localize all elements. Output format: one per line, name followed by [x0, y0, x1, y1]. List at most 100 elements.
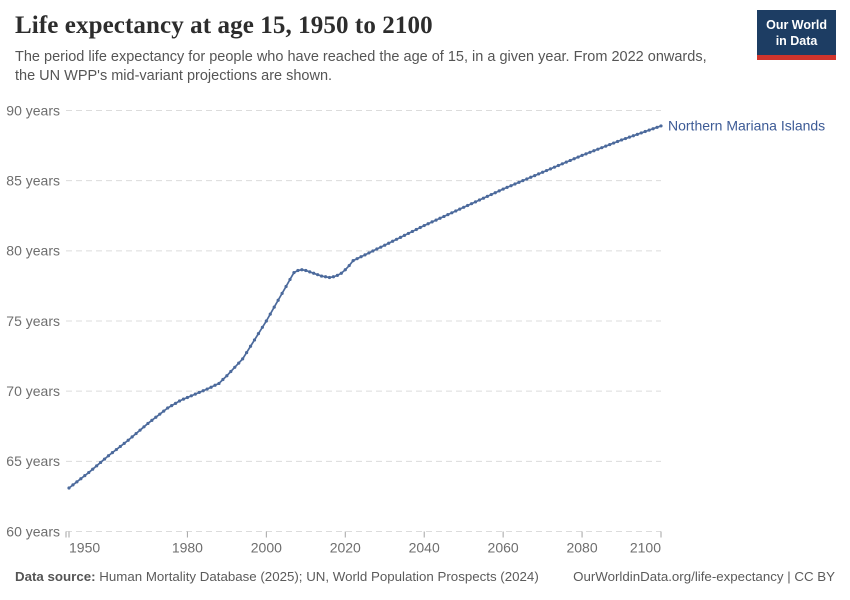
data-point-2062	[509, 184, 513, 188]
data-point-2083	[592, 149, 596, 153]
data-point-1998	[256, 332, 261, 336]
data-point-2007	[292, 270, 296, 275]
data-point-2074	[556, 163, 560, 168]
owid-logo[interactable]: Our World in Data	[757, 10, 836, 60]
data-point-2015	[323, 275, 328, 279]
chart-plot-area[interactable]: 60 years 65 years 70 years 75 years 80 years…	[0, 100, 850, 565]
data-point-2057	[489, 192, 493, 197]
data-point-2050	[462, 205, 466, 209]
data-point-2040	[422, 223, 426, 228]
data-point-1979	[181, 397, 186, 401]
data-point-2016	[327, 275, 332, 280]
owid-url-license[interactable]: OurWorldinData.org/life-expectancy | CC …	[573, 569, 835, 584]
x-axis-label-2020: 2020	[330, 540, 361, 556]
data-point-2061	[505, 185, 509, 189]
data-point-1975	[166, 406, 170, 410]
y-axis-label-70: 70 years	[6, 383, 60, 399]
data-point-2071	[544, 168, 549, 173]
data-point-1973	[158, 412, 162, 416]
data-point-2039	[418, 225, 422, 230]
data-point-2093	[631, 134, 635, 138]
data-point-2034	[398, 235, 403, 239]
data-point-1974	[162, 409, 166, 413]
y-axis-label-60: 60 years	[6, 523, 60, 539]
y-axis-label-65: 65 years	[6, 453, 60, 469]
data-point-2095	[639, 131, 643, 135]
chart-footer: Data source: Human Mortality Database (2…	[15, 569, 835, 584]
data-point-2010	[304, 268, 308, 273]
data-point-2065	[521, 179, 525, 183]
data-point-2085	[600, 146, 604, 150]
data-point-2090	[619, 138, 624, 142]
x-axis-label-2000: 2000	[251, 540, 282, 556]
data-point-2025	[363, 253, 367, 257]
data-point-2072	[548, 167, 553, 171]
data-point-2035	[402, 233, 407, 237]
data-point-2000	[264, 319, 268, 323]
data-point-1999	[260, 325, 264, 329]
owid-logo-line1: Our World	[766, 18, 827, 32]
x-axis-label-2060: 2060	[488, 540, 519, 556]
data-point-2005	[284, 284, 288, 289]
data-point-1988	[217, 381, 221, 386]
data-point-2011	[308, 270, 312, 274]
data-point-1966	[130, 435, 134, 439]
data-point-2045	[442, 214, 446, 219]
data-point-2027	[371, 249, 375, 253]
data-point-2080	[580, 153, 584, 157]
data-point-1951	[71, 483, 75, 487]
data-point-1977	[173, 401, 178, 405]
data-point-1984	[201, 389, 205, 393]
data-point-1986	[209, 385, 213, 389]
data-point-1987	[213, 383, 217, 387]
data-point-2078	[572, 157, 576, 161]
data-point-2076	[564, 160, 568, 164]
data-point-2091	[623, 136, 628, 141]
data-point-1997	[252, 338, 257, 342]
data-point-1963	[118, 444, 122, 449]
data-point-2020	[343, 268, 347, 272]
data-point-2092	[627, 135, 632, 139]
chart-header: Life expectancy at age 15, 1950 to 2100 …	[15, 12, 750, 86]
data-point-1961	[110, 451, 115, 455]
data-point-1969	[142, 425, 146, 429]
data-point-2094	[635, 132, 639, 136]
series-northern-mariana-islands[interactable]: Northern Mariana Islands	[67, 117, 825, 490]
data-point-2082	[588, 150, 592, 154]
data-point-2087	[608, 142, 612, 147]
data-point-2037	[410, 229, 414, 234]
data-point-1954	[83, 474, 87, 478]
data-point-2026	[367, 251, 371, 255]
data-point-2006	[288, 277, 292, 282]
data-point-2008	[296, 268, 300, 273]
data-point-1956	[91, 467, 95, 471]
data-point-2028	[375, 247, 379, 251]
data-point-2051	[466, 203, 470, 208]
data-point-2032	[391, 239, 395, 243]
x-axis-label-1980: 1980	[172, 540, 203, 556]
data-point-2036	[406, 231, 411, 236]
data-point-2053	[473, 200, 478, 204]
data-point-2089	[615, 139, 620, 144]
data-point-2084	[596, 147, 600, 151]
data-point-1968	[138, 428, 142, 432]
data-point-2031	[387, 241, 391, 245]
data-point-2073	[552, 165, 557, 169]
data-point-2003	[276, 298, 280, 302]
data-point-2100	[659, 124, 663, 128]
data-point-2058	[493, 191, 497, 195]
y-axis-label-85: 85 years	[6, 172, 60, 188]
data-point-2012	[312, 271, 316, 275]
data-point-2070	[541, 170, 545, 174]
page-title: Life expectancy at age 15, 1950 to 2100	[15, 12, 433, 39]
data-point-2075	[560, 162, 564, 166]
y-axis-label-75: 75 years	[6, 313, 60, 329]
data-point-1960	[106, 454, 111, 458]
series-entity-label[interactable]: Northern Mariana Islands	[668, 117, 825, 133]
data-point-1972	[154, 415, 158, 419]
data-point-2099	[655, 125, 659, 129]
x-axis-label-1950: 1950	[69, 540, 100, 556]
data-point-2059	[497, 189, 501, 193]
data-point-2029	[379, 245, 383, 249]
data-point-2018	[335, 273, 339, 277]
